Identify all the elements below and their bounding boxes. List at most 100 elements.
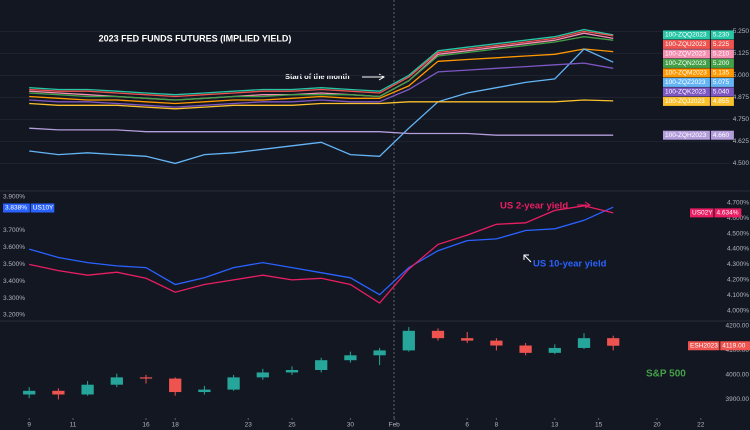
candle-body xyxy=(110,377,123,385)
x-tick-label: 8 xyxy=(495,422,499,429)
legend-entry: 100-ZQH2023 xyxy=(665,132,707,139)
value-label: 5.135 xyxy=(713,70,730,77)
x-tick-label: 30 xyxy=(347,422,355,429)
y-tick-label: 3.400% xyxy=(3,278,25,285)
legend-entry: ESH2023 xyxy=(690,342,718,349)
series-label-box xyxy=(663,87,710,97)
value-label-box xyxy=(710,87,734,97)
series-label-box xyxy=(663,77,710,87)
legend-entry: US02Y xyxy=(692,210,713,217)
candle-body xyxy=(285,370,299,373)
candle-body xyxy=(256,372,269,378)
candle-body xyxy=(198,389,211,393)
y-tick-label: 4.400% xyxy=(727,246,749,253)
candle-body xyxy=(315,360,328,370)
annotation: US 2-year yield xyxy=(500,201,568,212)
value-label: 5.075 xyxy=(713,79,730,86)
x-tick-label: Feb xyxy=(389,422,401,429)
legend-entry: 100-ZQZ2023 xyxy=(665,79,706,86)
candle-body xyxy=(577,338,591,348)
value-label-box xyxy=(710,30,734,40)
y-tick-label: 5.125 xyxy=(733,50,750,57)
candle-body xyxy=(227,377,240,390)
y-tick-label: 4.100% xyxy=(727,292,749,299)
candle-body xyxy=(344,355,357,361)
y-tick-label: 4.200% xyxy=(727,277,749,284)
value-label: 4.634% xyxy=(717,210,739,217)
y-tick-label: 5.250 xyxy=(733,28,750,35)
line-series xyxy=(29,28,614,96)
candle-body xyxy=(373,350,386,356)
candle-body xyxy=(52,390,65,395)
x-tick-label: 11 xyxy=(70,422,77,429)
y-tick-label: 3.200% xyxy=(3,312,25,319)
legend-entry: 100-ZQK2023 xyxy=(665,89,706,96)
series-label-box xyxy=(663,58,710,68)
value-label: 3.838% xyxy=(5,205,27,212)
value-label: 4119.00 xyxy=(722,342,745,349)
y-tick-label: 4.750 xyxy=(733,116,750,123)
y-tick-label: 4.600% xyxy=(727,215,749,222)
candle-body xyxy=(23,390,36,395)
y-tick-label: 4.500% xyxy=(727,230,749,237)
value-label-box xyxy=(710,39,734,49)
annotation: US 10-year yield xyxy=(533,259,607,270)
y-tick-label: 4.625 xyxy=(733,138,750,145)
legend-entry: 100-ZQM2023 xyxy=(665,70,707,77)
series-label-box xyxy=(688,341,720,351)
y-tick-label: 3.500% xyxy=(3,261,25,268)
x-tick-label: 9 xyxy=(27,422,31,429)
candle-body xyxy=(81,384,94,395)
y-tick-label: 3.600% xyxy=(3,244,25,251)
y-tick-label: 3.900% xyxy=(3,193,25,200)
line-series xyxy=(29,99,614,110)
candle-body xyxy=(548,347,561,353)
y-tick-label: 4000.00 xyxy=(726,372,750,379)
series-label-box xyxy=(30,203,55,213)
line-series xyxy=(29,36,614,101)
chart-title: 2023 FED FUNDS FUTURES (IMPLIED YIELD) xyxy=(99,33,292,43)
x-tick-label: 20 xyxy=(653,422,661,429)
y-tick-label: 4.700% xyxy=(727,199,749,206)
candle-body xyxy=(402,330,415,351)
x-tick-label: 23 xyxy=(245,422,253,429)
legend-entry: 100-ZQQ2023 xyxy=(665,32,707,39)
line-series xyxy=(29,127,614,136)
candle-body xyxy=(139,377,153,379)
candle-body xyxy=(461,338,474,341)
value-label: 5.210 xyxy=(713,51,730,58)
y-tick-label: 4100.00 xyxy=(726,347,750,354)
line-series xyxy=(29,206,614,296)
y-tick-label: 5.000 xyxy=(733,72,750,79)
series-label-box xyxy=(663,130,710,140)
series-label-box xyxy=(690,208,714,218)
legend-entry: 100-ZQJ2023 xyxy=(665,98,705,105)
value-label-box xyxy=(710,96,734,106)
x-tick-label: 22 xyxy=(697,422,705,429)
candle-body xyxy=(490,340,503,346)
value-label-box xyxy=(3,203,30,213)
value-label: 4.660 xyxy=(713,132,730,139)
value-label-box xyxy=(720,341,750,351)
y-tick-label: 3900.00 xyxy=(726,396,750,403)
legend-entry: 100-ZQV2023 xyxy=(665,51,706,58)
series-label-box xyxy=(663,49,710,59)
series-label-box xyxy=(663,30,710,40)
value-label: 5.230 xyxy=(713,32,730,39)
candle-body xyxy=(607,338,620,346)
y-tick-label: 4.500 xyxy=(733,160,750,167)
y-tick-label: 4.300% xyxy=(727,261,749,268)
x-tick-label: 13 xyxy=(551,422,559,429)
line-series xyxy=(29,30,614,98)
value-label: 5.200 xyxy=(713,60,730,67)
candle-body xyxy=(431,330,445,339)
x-tick-label: 15 xyxy=(595,422,603,429)
legend-entry: US10Y xyxy=(33,205,54,212)
y-tick-label: 3.300% xyxy=(3,295,25,302)
y-tick-label: 4.875 xyxy=(733,94,750,101)
x-tick-label: 16 xyxy=(142,422,150,429)
series-label-box xyxy=(663,39,710,49)
